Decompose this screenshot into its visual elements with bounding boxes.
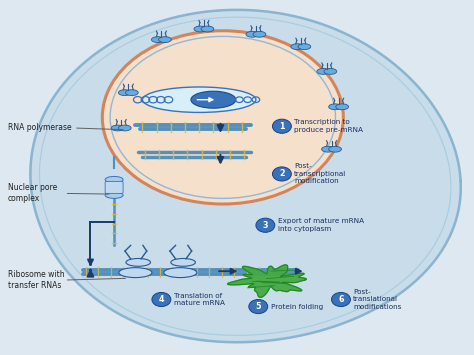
Ellipse shape [111,125,124,131]
Ellipse shape [126,258,151,266]
Ellipse shape [324,69,337,74]
Circle shape [152,293,171,307]
Circle shape [331,293,350,307]
Ellipse shape [118,125,131,131]
Ellipse shape [143,87,256,113]
Polygon shape [228,265,306,297]
Circle shape [273,167,292,181]
Circle shape [249,300,268,313]
Text: 4: 4 [159,295,164,304]
Ellipse shape [164,268,197,278]
Text: Transcription to
produce pre-mRNA: Transcription to produce pre-mRNA [294,120,363,133]
Text: Ribosome with
transfer RNAs: Ribosome with transfer RNAs [8,270,64,290]
Ellipse shape [253,31,266,37]
FancyBboxPatch shape [105,181,123,193]
Ellipse shape [194,26,207,32]
Ellipse shape [102,31,343,204]
Ellipse shape [191,91,236,108]
Text: 3: 3 [263,221,268,230]
Text: Post-
transcriptional
modification: Post- transcriptional modification [294,163,346,185]
Ellipse shape [105,176,123,183]
Ellipse shape [118,90,131,95]
Text: 1: 1 [279,122,285,131]
Ellipse shape [321,146,334,152]
Ellipse shape [126,90,138,95]
Circle shape [273,119,292,133]
Ellipse shape [201,26,214,32]
Text: RNA polymerase: RNA polymerase [8,124,72,132]
Text: Nuclear pore
complex: Nuclear pore complex [8,184,57,203]
Ellipse shape [328,146,341,152]
Text: Export of mature mRNA
into cytoplasm: Export of mature mRNA into cytoplasm [278,218,364,232]
Polygon shape [30,10,461,342]
Ellipse shape [328,104,341,110]
Text: Protein folding: Protein folding [271,304,323,310]
Ellipse shape [336,104,348,110]
Ellipse shape [291,44,304,50]
Ellipse shape [119,268,152,278]
Ellipse shape [171,258,195,266]
Text: Post-
translational
modifications: Post- translational modifications [353,289,401,310]
Text: 2: 2 [279,169,285,179]
Text: 5: 5 [255,302,261,311]
Ellipse shape [158,37,171,43]
Ellipse shape [246,31,259,37]
Ellipse shape [298,44,311,50]
Circle shape [256,218,275,232]
Text: 6: 6 [338,295,344,304]
Ellipse shape [317,69,329,74]
Ellipse shape [152,37,164,43]
Ellipse shape [105,192,123,198]
Text: Translation of
mature mRNA: Translation of mature mRNA [173,293,225,306]
